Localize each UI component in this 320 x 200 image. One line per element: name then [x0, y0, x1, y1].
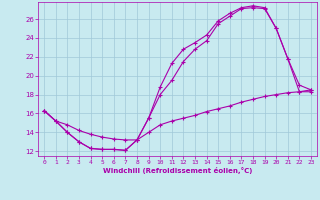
X-axis label: Windchill (Refroidissement éolien,°C): Windchill (Refroidissement éolien,°C)	[103, 167, 252, 174]
